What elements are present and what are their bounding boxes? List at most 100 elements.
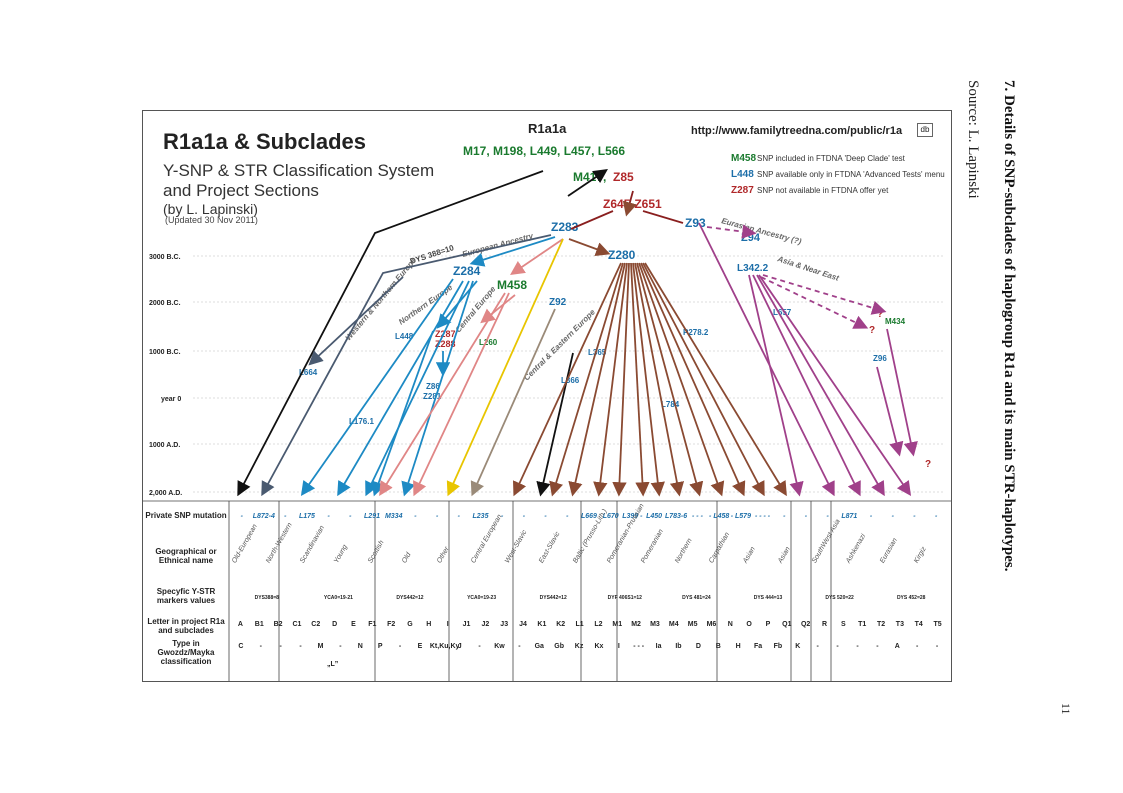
snp-cell: L291: [364, 513, 380, 520]
str-cell: DYS388=8: [254, 595, 279, 601]
type-cell: - - -: [633, 643, 645, 650]
letter-cell: C1: [292, 621, 302, 628]
type-cell: -: [856, 643, 859, 650]
letter-cell: M4: [668, 621, 679, 628]
type-cell: N: [357, 643, 363, 650]
type-cell: Ib: [675, 643, 682, 650]
row-label-str: Specyfic Y-STR markers values: [156, 587, 216, 605]
legend-code: M458: [731, 153, 757, 164]
type-cell: -: [836, 643, 839, 650]
url-icon: db: [917, 123, 933, 137]
type-cell: -: [518, 643, 521, 650]
name-cell: Pomeranian-Prussian: [606, 502, 646, 565]
letter-cell: J1: [462, 621, 471, 628]
letter-cell: I: [446, 621, 449, 628]
type-cell: Fb: [773, 643, 783, 650]
letter-cell: E: [351, 621, 356, 628]
node-z281: Z281: [423, 392, 442, 401]
letter-cell: M6: [706, 621, 717, 628]
name-cell: Carpathian: [708, 531, 732, 565]
snp-cell: L235: [472, 513, 489, 520]
legend-text: SNP included in FTDNA 'Deep Clade' test: [757, 154, 905, 163]
legend-item-deep-clade: M458SNP included in FTDNA 'Deep Clade' t…: [731, 153, 905, 164]
diagram-updated: (Updated 30 Nov 2011): [165, 215, 258, 225]
letter-cell: T1: [858, 621, 867, 628]
snp-cell: -: [414, 513, 417, 520]
snp-cell: -: [804, 513, 808, 520]
node-l366: L366: [561, 376, 580, 385]
type-cell: -: [299, 643, 302, 650]
letter-cell: C2: [311, 621, 321, 628]
legend-item-advanced: L448 SNP available only in FTDNA 'Advance…: [731, 169, 945, 180]
snp-cell: L669: [581, 513, 597, 520]
legend-text: SNP not available in FTDNA offer yet: [757, 186, 889, 195]
branch-label-asia: Asia & Near East: [775, 254, 840, 283]
letter-cell: F1: [368, 621, 377, 628]
root-label: R1a1a: [528, 121, 567, 136]
type-cell: Kz: [574, 643, 584, 650]
legend-item-not-available: Z287 SNP not available in FTDNA offer yet: [731, 185, 888, 196]
type-cell: K: [795, 643, 801, 650]
snp-cell: -: [783, 513, 786, 520]
node-l784: L784: [661, 400, 680, 409]
node-z85: Z85: [613, 170, 634, 184]
node-z92: Z92: [549, 297, 567, 308]
type-cell: -: [279, 643, 282, 650]
snp-cell: -: [913, 513, 916, 520]
letter-cell: T4: [914, 621, 923, 628]
snp-cell: -: [457, 513, 460, 520]
letter-cell: T2: [876, 621, 886, 628]
table-grid: [143, 500, 951, 681]
name-cell: Ashkenazi: [844, 533, 867, 565]
letter-cell: T3: [895, 621, 904, 628]
type-cell: P: [377, 643, 383, 650]
legend-code: Z287: [731, 185, 754, 196]
type-cell: A: [894, 643, 900, 650]
type-cell: M: [317, 643, 324, 650]
name-cell: Northern: [674, 537, 694, 565]
node-z280: Z280: [608, 248, 636, 262]
branch-label-western: Western & Northern Europe: [344, 255, 419, 342]
letter-cell: O: [746, 621, 752, 628]
letter-cell: M5: [687, 621, 698, 628]
name-cell: Eurasian: [878, 537, 899, 565]
node-z96: Z96: [873, 354, 887, 363]
snp-cell: L175: [298, 513, 315, 520]
name-cell: West-Slavic: [503, 529, 529, 565]
type-cell: -: [876, 643, 879, 650]
str-cell: YCA0=19-21: [323, 595, 353, 601]
name-cell: Other: [435, 545, 451, 565]
snp-cell: - - -: [692, 513, 703, 520]
node-l657: L657: [773, 308, 792, 317]
type-cell: D: [695, 643, 701, 650]
snp-cell: -: [240, 513, 244, 520]
node-p278: P278.2: [683, 328, 709, 337]
timeline-label: 1000 B.C.: [149, 349, 181, 356]
name-cell: Asian: [776, 545, 792, 565]
type-cell: B: [715, 643, 721, 650]
legend-code: L448: [731, 169, 754, 180]
type-cell: -: [259, 643, 262, 650]
letter-cell: H: [426, 621, 432, 628]
type-extra: „L”: [327, 661, 339, 668]
type-cell: -: [935, 643, 939, 650]
letter-cell: M3: [650, 621, 660, 628]
type-cell: H: [735, 643, 741, 650]
letter-cell: J3: [500, 621, 509, 628]
letter-cell: M1: [612, 621, 623, 628]
branch-label-central: Central Europe: [454, 284, 498, 334]
letter-cell: K2: [556, 621, 566, 628]
letter-cell: N: [727, 621, 733, 628]
type-cell: Kx: [594, 643, 604, 650]
node-z645: Z645-Z651: [603, 197, 662, 211]
letter-cell: S: [841, 621, 846, 628]
snp-cell: -: [522, 513, 526, 520]
letter-cell: J4: [519, 621, 527, 628]
name-cell: Old-European: [231, 523, 259, 565]
node-l664: L664: [299, 368, 318, 377]
name-cell: Young: [333, 543, 350, 565]
type-cell: J: [457, 643, 462, 650]
str-cell: DYS 444=13: [753, 595, 783, 601]
name-cell: Kirgiz: [912, 545, 928, 565]
question-mark: ?: [877, 309, 883, 320]
